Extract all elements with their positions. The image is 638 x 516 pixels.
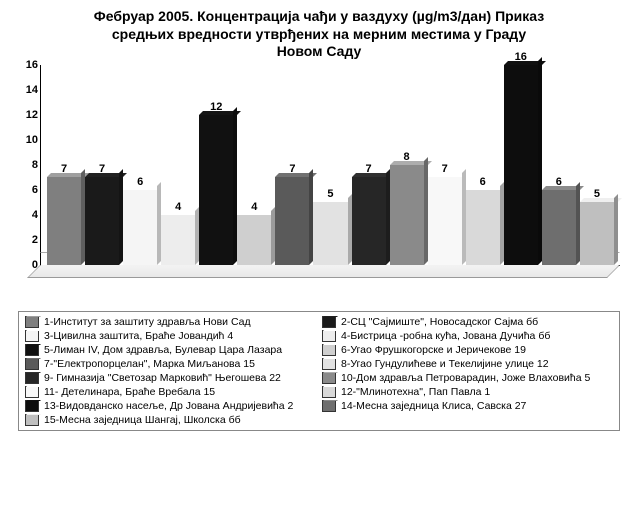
- bar-face: [85, 177, 119, 265]
- legend-swatch: [322, 372, 336, 384]
- legend-item-8: 8-Угао Гундулићеве и Текелијине улице 12: [322, 358, 613, 370]
- legend-item-13: 13-Видовданско насеље, Др Јована Андрије…: [25, 400, 316, 412]
- legend-swatch: [25, 372, 39, 384]
- y-tick: 8: [32, 159, 38, 171]
- legend-label: 12-"Млинотехна", Пап Павла 1: [341, 386, 490, 398]
- legend-swatch: [25, 414, 39, 426]
- legend-label: 6-Угао Фрушкогорске и Јеричекове 19: [341, 344, 526, 356]
- bar-12: 6: [466, 176, 500, 265]
- bar-7: 7: [275, 163, 309, 265]
- legend-label: 7-"Електропорцелан", Марка Миљанова 15: [44, 358, 255, 370]
- legend-swatch: [322, 344, 336, 356]
- bar-face: [466, 190, 500, 265]
- bar-13: 16: [504, 51, 538, 265]
- legend-item-5: 5-Лиман IV, Дом здравља, Булевар Цара Ла…: [25, 344, 316, 356]
- legend-swatch: [322, 400, 336, 412]
- bar-side-face: [614, 194, 618, 265]
- legend-label: 13-Видовданско насеље, Др Јована Андрије…: [44, 400, 293, 412]
- legend-item-15: 15-Месна заједница Шангај, Школска бб: [25, 414, 316, 426]
- legend-item-1: 1-Институт за заштиту здравља Нови Сад: [25, 316, 316, 328]
- y-tick: 12: [26, 109, 38, 121]
- legend-label: 14-Месна заједница Клиса, Савска 27: [341, 400, 526, 412]
- bar-5: 12: [199, 101, 233, 265]
- bar-14: 6: [542, 176, 576, 265]
- legend-label: 1-Институт за заштиту здравља Нови Сад: [44, 316, 251, 328]
- chart-plot-area: 0246810121416 77641247578761665: [40, 65, 620, 305]
- legend-item-3: 3-Цивилна заштита, Браће Јовандић 4: [25, 330, 316, 342]
- legend-swatch: [25, 358, 39, 370]
- y-tick: 6: [32, 184, 38, 196]
- legend-label: 15-Месна заједница Шангај, Школска бб: [44, 414, 241, 426]
- legend-label: 5-Лиман IV, Дом здравља, Булевар Цара Ла…: [44, 344, 282, 356]
- bar-face: [237, 215, 271, 265]
- bar-face: [580, 202, 614, 265]
- legend-swatch: [322, 358, 336, 370]
- bar-face: [275, 177, 309, 265]
- bar-1: 7: [47, 163, 81, 265]
- bar-face: [313, 202, 347, 265]
- legend-swatch: [25, 386, 39, 398]
- plot: 77641247578761665: [40, 65, 620, 266]
- legend-item-10: 10-Дом здравља Петроварадин, Јоже Влахов…: [322, 372, 613, 384]
- y-tick: 4: [32, 209, 38, 221]
- legend-item-6: 6-Угао Фрушкогорске и Јеричекове 19: [322, 344, 613, 356]
- legend-item-14: 14-Месна заједница Клиса, Савска 27: [322, 400, 613, 412]
- bar-face: [161, 215, 195, 265]
- bar-face: [390, 165, 424, 265]
- bar-face: [542, 190, 576, 265]
- legend-label: 4-Бистрица -робна кућа, Јована Дучића бб: [341, 330, 550, 342]
- bar-11: 7: [428, 163, 462, 265]
- bar-4: 4: [161, 201, 195, 265]
- legend-item-2: 2-СЦ "Сајмиште", Новосадског Сајма бб: [322, 316, 613, 328]
- legend-label: 2-СЦ "Сајмиште", Новосадског Сајма бб: [341, 316, 538, 328]
- bar-face: [47, 177, 81, 265]
- legend-item-9: 9- Гимназија "Светозар Марковић" Његошев…: [25, 372, 316, 384]
- legend-swatch: [322, 386, 336, 398]
- y-tick: 14: [26, 84, 38, 96]
- bar-face: [504, 65, 538, 265]
- bar-face: [123, 190, 157, 265]
- bar-15: 5: [580, 188, 614, 265]
- bar-3: 6: [123, 176, 157, 265]
- bar-face: [428, 177, 462, 265]
- chart-title: Фебруар 2005. Концентрација чађи у вазду…: [0, 0, 638, 65]
- y-tick: 2: [32, 234, 38, 246]
- legend-item-11: 11- Детелинара, Браће Вребала 15: [25, 386, 316, 398]
- legend-label: 9- Гимназија "Светозар Марковић" Његошев…: [44, 372, 281, 384]
- legend-item-12: 12-"Млинотехна", Пап Павла 1: [322, 386, 613, 398]
- bar-face: [199, 115, 233, 265]
- bar-6: 4: [237, 201, 271, 265]
- legend-swatch: [25, 344, 39, 356]
- legend-swatch: [25, 316, 39, 328]
- plot-floor: [27, 265, 620, 278]
- legend-label: 11- Детелинара, Браће Вребала 15: [44, 386, 215, 398]
- legend-item-4: 4-Бистрица -робна кућа, Јована Дучића бб: [322, 330, 613, 342]
- legend-swatch: [322, 330, 336, 342]
- legend-label: 8-Угао Гундулићеве и Текелијине улице 12: [341, 358, 549, 370]
- legend-swatch: [25, 330, 39, 342]
- bar-9: 7: [352, 163, 386, 265]
- legend-swatch: [322, 316, 336, 328]
- bar-10: 8: [390, 151, 424, 265]
- bars-container: 77641247578761665: [47, 65, 614, 265]
- legend-label: 3-Цивилна заштита, Браће Јовандић 4: [44, 330, 233, 342]
- legend-label: 10-Дом здравља Петроварадин, Јоже Влахов…: [341, 372, 590, 384]
- legend: 1-Институт за заштиту здравља Нови Сад 2-…: [18, 311, 620, 431]
- bar-face: [352, 177, 386, 265]
- y-tick: 10: [26, 134, 38, 146]
- bar-8: 5: [313, 188, 347, 265]
- bar-2: 7: [85, 163, 119, 265]
- y-tick: 16: [26, 59, 38, 71]
- legend-swatch: [25, 400, 39, 412]
- legend-item-7: 7-"Електропорцелан", Марка Миљанова 15: [25, 358, 316, 370]
